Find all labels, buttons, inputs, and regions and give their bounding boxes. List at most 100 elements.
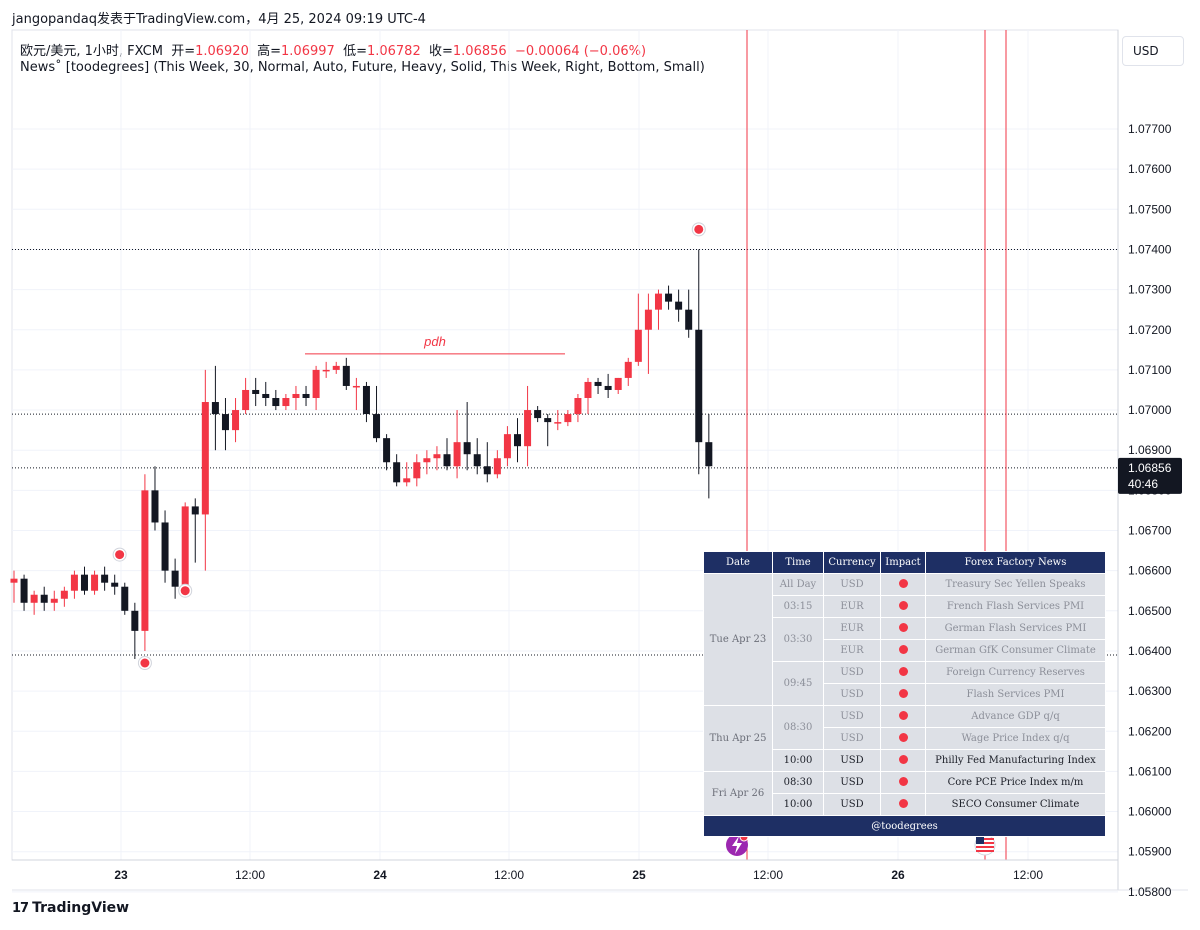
candle-body (181, 506, 189, 587)
header-news: Forex Factory News (925, 551, 1106, 574)
news-title-cell: Core PCE Price Index m/m (925, 771, 1106, 794)
candle (433, 446, 441, 471)
news-row: Tue Apr 23 All Day USD Treasury Sec Yellen … (703, 573, 1106, 706)
flag-stripe (976, 838, 994, 840)
news-date-cell: Fri Apr 26 (703, 771, 773, 816)
y-tick-label: 1.07200 (1128, 323, 1172, 337)
candle-body (544, 418, 552, 423)
candle-body (221, 414, 229, 431)
candle (121, 582, 129, 615)
news-row: USD Flash Services PMI (704, 683, 1106, 706)
y-tick-label: 1.06300 (1128, 684, 1172, 698)
high-impact-icon (898, 732, 908, 742)
candle (352, 377, 360, 411)
news-title-cell: Foreign Currency Reserves (925, 661, 1106, 684)
indicator-legend[interactable]: News˚ [toodegrees] (This Week, 30, Norma… (20, 60, 705, 75)
candle-body (201, 402, 209, 515)
price-tag-value: 1.06856 (1128, 461, 1172, 475)
candle (91, 570, 99, 595)
candle-body (161, 522, 169, 571)
candle-body (141, 490, 149, 631)
news-currency-cell: USD (823, 683, 881, 706)
high-impact-icon (898, 688, 908, 698)
footer-credit: @toodegrees (703, 815, 1106, 837)
high-impact-icon (898, 754, 908, 764)
candle (191, 498, 199, 563)
candle (634, 293, 642, 366)
news-time-cell: All Day (772, 573, 824, 596)
candle (453, 410, 461, 479)
candle-body (514, 434, 521, 447)
candle (654, 289, 662, 330)
candle-body (705, 442, 713, 467)
header-currency: Currency (823, 551, 881, 574)
news-title-cell: Flash Services PMI (925, 683, 1106, 706)
high-impact-icon (898, 776, 908, 786)
candle (644, 293, 652, 374)
news-currency-cell: USD (823, 705, 881, 728)
candle (463, 402, 471, 471)
candle (574, 393, 582, 423)
candle-body (211, 402, 219, 415)
news-table-header: Date Time Currency Impact Forex Factory … (703, 551, 1106, 574)
candle (10, 570, 18, 603)
publisher-line: jangopandaq发表于TradingView.com，4月 25, 202… (12, 12, 426, 27)
news-currency-cell: USD (823, 771, 881, 794)
candle-body (373, 414, 381, 439)
flag-stripe (976, 850, 994, 852)
currency-button[interactable]: USD (1122, 36, 1184, 66)
y-tick-label: 1.05800 (1128, 885, 1172, 899)
candle-body (423, 458, 431, 463)
news-impact-cell (880, 727, 926, 750)
high-impact-icon (898, 666, 908, 676)
news-impact-cell (880, 793, 926, 816)
candle (201, 369, 209, 571)
y-tick-label: 1.07100 (1128, 363, 1172, 377)
change-value: −0.00064 (−0.06%) (514, 44, 647, 59)
candle-body (493, 458, 501, 475)
tradingview-logo[interactable]: 17 TradingView (12, 900, 129, 916)
candle (272, 389, 280, 411)
candle-body (574, 398, 582, 415)
candle (131, 602, 139, 659)
news-title-cell: SECO Consumer Climate (925, 793, 1106, 816)
candle (564, 410, 572, 427)
candle-body (262, 393, 270, 399)
lightning-bolt (732, 836, 742, 854)
news-time-cell: 03:15 (772, 595, 824, 618)
candle-body (70, 574, 78, 591)
candle-body (40, 594, 48, 603)
candle (322, 361, 330, 378)
markers (112, 222, 706, 670)
candle (161, 510, 169, 583)
news-impact-cell (880, 639, 926, 662)
high-impact-icon (898, 600, 908, 610)
marker-dot (694, 224, 704, 234)
symbol-label: 欧元/美元, 1小时, FXCM (20, 44, 163, 59)
news-table-body: Tue Apr 23 All Day USD Treasury Sec Yellen … (703, 573, 1106, 816)
candle-body (50, 598, 58, 603)
high-impact-icon (898, 644, 908, 654)
candle (60, 586, 68, 607)
candle (40, 586, 48, 611)
candle (262, 381, 270, 407)
candle-body (191, 506, 199, 515)
news-impact-cell (880, 749, 926, 772)
candle (584, 377, 592, 415)
candle-body (403, 478, 411, 483)
news-title-cell: German GfK Consumer Climate (925, 639, 1106, 662)
y-tick-label: 1.06100 (1128, 764, 1172, 778)
marker-dot (180, 586, 190, 596)
header-time: Time (772, 551, 824, 574)
candle-body (111, 582, 119, 587)
high-label: 高= (257, 44, 282, 59)
candle-body (534, 410, 542, 419)
news-impact-cell (880, 617, 926, 640)
candle (473, 438, 481, 475)
news-impact-cell (880, 573, 926, 596)
candle-body (352, 385, 360, 388)
news-date-cell: Tue Apr 23 (703, 573, 773, 706)
y-tick-label: 1.06400 (1128, 644, 1172, 658)
y-tick-label: 1.07400 (1128, 242, 1172, 256)
